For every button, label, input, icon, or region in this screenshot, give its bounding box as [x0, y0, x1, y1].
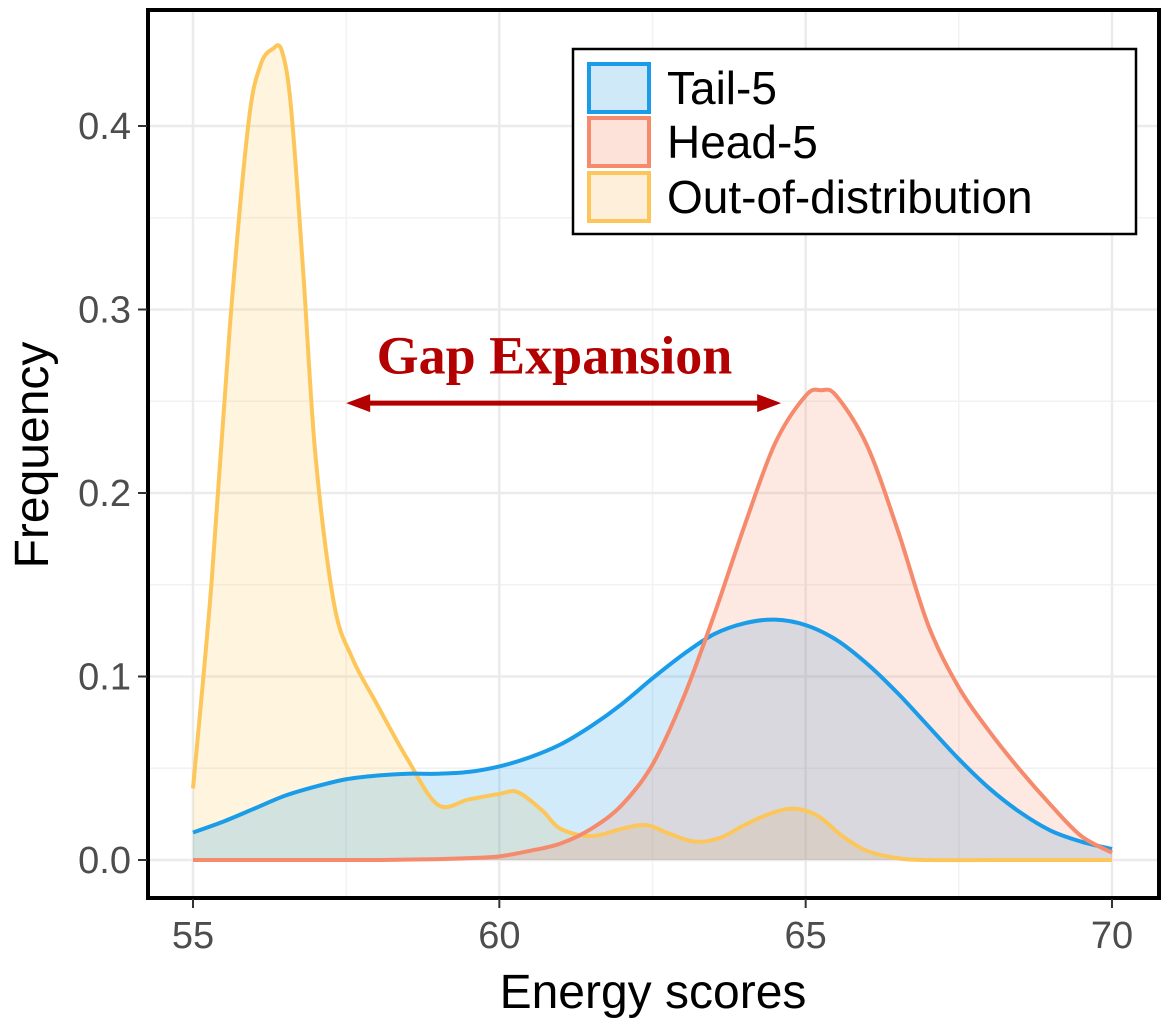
- y-tick-label-2: 0.2: [78, 473, 131, 515]
- area-head-5: [193, 389, 1112, 861]
- gap-annotation: Gap Expansion: [346, 326, 782, 413]
- legend-label-out-of-distribution: Out-of-distribution: [667, 171, 1033, 223]
- area-out-of-distribution: [193, 45, 1112, 861]
- x-tick-label-3: 70: [1091, 915, 1133, 957]
- y-tick-label-4: 0.4: [78, 106, 131, 148]
- gap-arrow-head-right: [757, 394, 782, 413]
- x-axis-ticks: 55 60 65 70: [172, 899, 1133, 957]
- legend-key-tail-5: [587, 62, 651, 114]
- legend-key-head-5: [587, 116, 651, 168]
- gap-arrow-head-left: [346, 394, 371, 413]
- grid-major: [150, 12, 1157, 896]
- y-axis-title: Frequency: [6, 342, 59, 569]
- y-tick-label-1: 0.1: [78, 657, 131, 699]
- legend-key-out-of-distribution: [587, 171, 651, 223]
- y-tick-label-3: 0.3: [78, 290, 131, 332]
- line-tail-5: [192, 617, 1113, 851]
- x-tick-label-2: 65: [785, 915, 827, 957]
- x-tick-label-0: 55: [172, 915, 214, 957]
- legend-label-tail-5: Tail-5: [667, 62, 777, 114]
- legend-label-head-5: Head-5: [667, 116, 818, 168]
- gap-expansion-label: Gap Expansion: [377, 326, 733, 386]
- density-lines: [191, 43, 1113, 863]
- x-axis-title: Energy scores: [500, 966, 807, 1019]
- line-out-of-distribution: [191, 43, 1112, 863]
- x-tick-label-1: 60: [478, 915, 520, 957]
- y-tick-label-0: 0.0: [78, 840, 131, 882]
- plot-border: [146, 8, 1161, 900]
- line-head-5: [193, 387, 1113, 863]
- y-axis-ticks: 0.0 0.1 0.2 0.3 0.4: [78, 106, 147, 882]
- legend-box: [571, 47, 1138, 236]
